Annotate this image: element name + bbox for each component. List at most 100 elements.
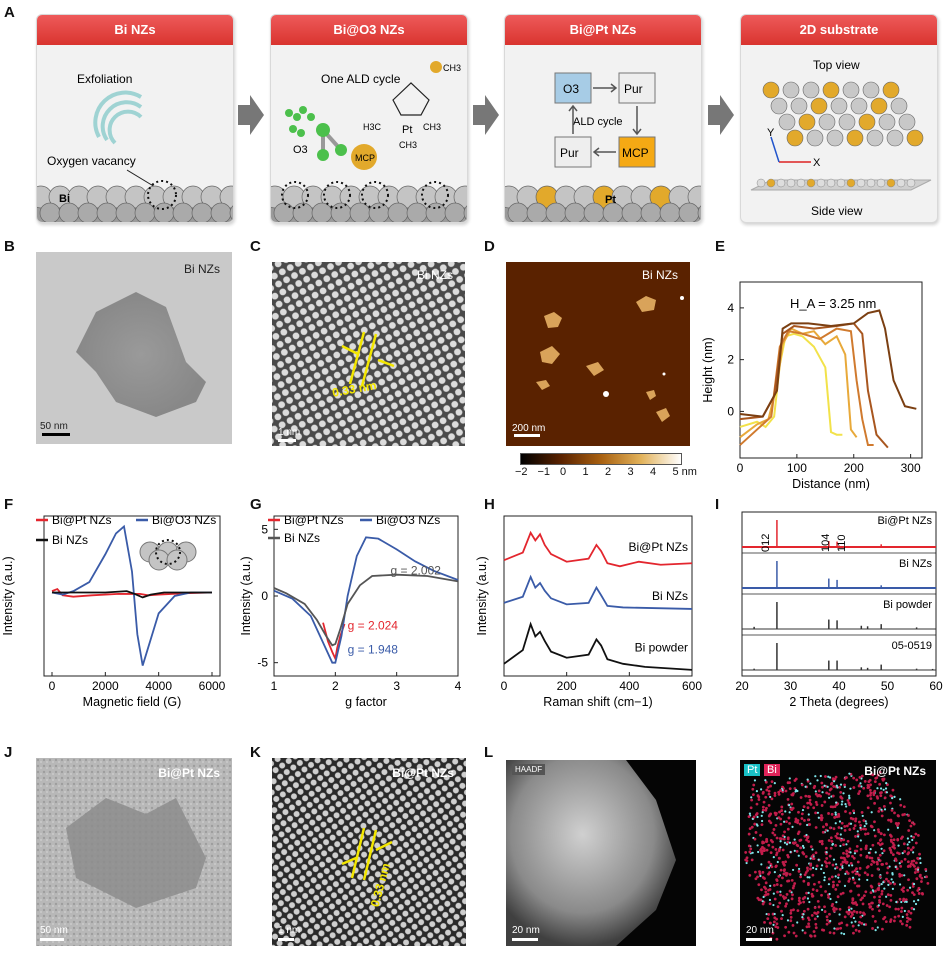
- pt-signal-dot: [834, 811, 837, 814]
- afm-colorbar: [520, 453, 682, 465]
- bi-signal-dot: [791, 841, 795, 845]
- pt-signal-dot: [840, 932, 843, 935]
- bi-signal-dot: [846, 854, 849, 858]
- bi-signal-dot: [831, 863, 835, 867]
- bi-signal-dot: [849, 816, 853, 820]
- series-line-bi-nzs: [52, 590, 212, 599]
- legend-label: Bi@Pt NZs: [284, 513, 344, 527]
- bi-signal-dot: [755, 802, 759, 806]
- bi-signal-dot: [864, 832, 867, 836]
- bi-signal-dot: [782, 869, 786, 873]
- bi-signal-dot: [780, 917, 783, 921]
- bi-signal-dot: [888, 905, 892, 909]
- afm-image-bi-nzs: Bi NZs 200 nm: [506, 262, 690, 446]
- legend-label: Bi NZs: [284, 531, 320, 545]
- bi-signal-dot: [797, 902, 801, 906]
- bi-signal-dot: [897, 852, 901, 856]
- bi-signal-dot: [747, 844, 751, 848]
- bi-signal-dot: [823, 910, 827, 913]
- bi-signal-dot: [833, 805, 837, 809]
- bi-signal-dot: [766, 785, 770, 789]
- x-tick-label: 0: [737, 461, 744, 475]
- one-ald-cycle-label: One ALD cycle: [321, 72, 401, 86]
- bi-signal-dot: [858, 866, 862, 870]
- bi-signal-dot: [773, 794, 777, 797]
- bi-atom: [796, 178, 806, 188]
- bi-signal-dot: [763, 920, 766, 924]
- pt-signal-dot: [789, 850, 792, 854]
- bi-signal-dot: [835, 803, 839, 807]
- bi-signal-dot: [820, 818, 823, 822]
- bi-signal-dot: [803, 873, 807, 877]
- bi-signal-dot: [842, 838, 846, 842]
- bi-signal-dot: [789, 911, 793, 915]
- card-title: Bi NZs: [37, 15, 233, 45]
- series-label: Bi@Pt NZs: [628, 540, 688, 554]
- pt-signal-dot: [901, 915, 904, 918]
- bi-signal-dot: [775, 851, 779, 855]
- bi-atom: [678, 202, 700, 222]
- pt-signal-dot: [808, 876, 811, 879]
- bi-signal-dot: [786, 841, 790, 844]
- bi-signal-dot: [897, 814, 900, 818]
- bi-signal-dot: [792, 931, 796, 935]
- bi-signal-dot: [781, 785, 785, 789]
- y-axis-label: Intensity (a.u.): [475, 556, 489, 635]
- pt-signal-dot: [760, 863, 763, 866]
- pt-signal-dot: [788, 811, 791, 814]
- pt-atom: [798, 113, 816, 131]
- bi-signal-dot: [889, 801, 892, 805]
- bi-signal-dot: [914, 832, 918, 836]
- pt-signal-dot: [816, 915, 819, 918]
- bi-atom: [406, 202, 428, 222]
- bi-signal-dot: [871, 927, 874, 930]
- bi-signal-dot: [834, 775, 838, 779]
- chart-svg: 0 2000 4000 6000 Magnetic field (G) Intensity…: [1, 513, 226, 709]
- bi-signal-dot: [770, 797, 774, 801]
- bi-atom: [802, 81, 820, 99]
- ald-cycle-label: ALD cycle: [573, 116, 623, 128]
- pt-signal-dot: [822, 871, 825, 875]
- bi-signal-dot: [873, 895, 876, 899]
- bi-signal-dot: [786, 879, 789, 883]
- bi-signal-dot: [866, 794, 870, 798]
- bi-signal-dot: [896, 838, 900, 842]
- bi-signal-dot: [780, 812, 784, 816]
- bi-signal-dot: [911, 891, 914, 895]
- bi-signal-dot: [802, 900, 806, 904]
- bi-signal-dot: [889, 898, 893, 902]
- bi-signal-dot: [775, 883, 779, 886]
- bi-atom: [862, 81, 880, 99]
- legend-pt: Pt: [744, 764, 761, 776]
- bi-atom: [58, 202, 80, 222]
- bi-signal-dot: [876, 773, 880, 777]
- pt-signal-dot: [885, 895, 888, 898]
- bi-signal-dot: [779, 789, 782, 792]
- bi-signal-dot: [861, 902, 865, 906]
- pt-signal-dot: [826, 829, 829, 832]
- pt-signal-dot: [762, 895, 765, 899]
- bi-signal-dot: [767, 792, 771, 796]
- bi-signal-dot: [779, 884, 783, 887]
- bi-signal-dot: [914, 867, 918, 871]
- bi-signal-dot: [761, 902, 765, 906]
- pt-signal-dot: [745, 861, 748, 865]
- bi-signal-dot: [893, 811, 896, 815]
- pt-signal-dot: [859, 782, 862, 785]
- bi-signal-dot: [874, 889, 877, 893]
- pt-signal-dot: [768, 898, 772, 902]
- pt-signal-dot: [779, 890, 782, 893]
- bi-signal-dot: [829, 846, 833, 850]
- pt-signal-dot: [843, 884, 847, 887]
- bi-signal-dot: [813, 934, 817, 938]
- pt-signal-dot: [809, 782, 812, 785]
- bi-signal-dot: [801, 851, 805, 854]
- colorbar-tick-label: 1: [582, 466, 589, 478]
- bi-signal-dot: [785, 902, 788, 906]
- bi-signal-dot: [827, 839, 831, 842]
- bi-signal-dot: [796, 909, 800, 913]
- panel-label: Bi@Pt NZs: [864, 764, 926, 778]
- pt-signal-dot: [788, 804, 791, 807]
- bi-signal-dot: [887, 879, 890, 883]
- bi-signal-dot: [859, 824, 862, 827]
